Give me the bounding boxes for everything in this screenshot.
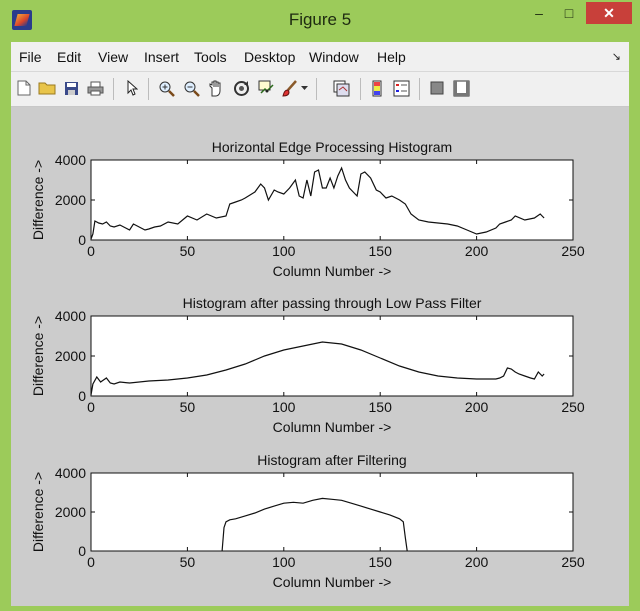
new-figure-icon[interactable] [15,79,33,97]
edit-plot-icon[interactable] [123,79,141,97]
toolbar-separator [419,78,420,100]
show-plot-tools-icon[interactable] [452,79,470,97]
figure-toolbar [11,72,629,107]
zoom-in-icon[interactable] [157,79,175,97]
y-axis-label: Difference -> [30,472,46,552]
menu-view[interactable]: View [98,49,129,65]
y-axis-label: Difference -> [30,316,46,396]
hide-plot-tools-icon[interactable] [428,79,446,97]
link-plot-icon[interactable] [332,79,350,97]
menu-insert[interactable]: Insert [144,49,180,65]
print-icon[interactable] [86,79,104,97]
plot-title: Histogram after Filtering [257,452,406,468]
plot-axes-box [90,472,574,552]
series-line [90,166,545,240]
menu-edit[interactable]: Edit [57,49,82,65]
save-icon[interactable] [62,79,80,97]
close-button[interactable]: ✕ [586,2,632,24]
toolbar-separator [316,78,317,100]
series-line [221,497,408,552]
menu-window[interactable]: Window [309,49,359,65]
series-line [90,341,545,396]
x-tick-label: 50 [180,243,196,259]
x-tick-label: 250 [561,554,585,570]
x-tick-label: 50 [180,554,196,570]
maximize-button[interactable]: □ [564,5,574,21]
menu-help[interactable]: Help [377,49,406,65]
menu-desktop[interactable]: Desktop [244,49,296,65]
x-tick-label: 250 [561,243,585,259]
menu-bar: File Edit View Insert Tools Desktop Wind… [11,42,629,72]
minimize-button[interactable]: – [535,5,543,21]
toolbar-separator [148,78,149,100]
plot-title: Histogram after passing through Low Pass… [183,295,482,311]
y-tick-label: 2000 [55,348,86,364]
rotate-3d-icon[interactable] [232,79,250,97]
y-tick-label: 4000 [55,308,86,324]
window-titlebar[interactable]: Figure 5 – □ ✕ [0,0,640,40]
x-tick-label: 150 [369,243,393,259]
menu-tools[interactable]: Tools [194,49,227,65]
y-tick-label: 0 [78,388,86,404]
zoom-out-icon[interactable] [182,79,200,97]
pan-icon[interactable] [207,79,225,97]
plot-axes-box [90,315,574,397]
y-tick-label: 4000 [55,152,86,168]
x-tick-label: 0 [87,554,95,570]
x-tick-label: 100 [272,554,296,570]
x-axis-label: Column Number -> [273,419,392,435]
open-file-icon[interactable] [38,79,56,97]
figure-canvas[interactable]: 0 50 100 150 200 250 0 2000 4000 Horizontal Edge … [11,107,629,606]
x-tick-label: 250 [561,399,585,415]
x-tick-label: 100 [272,243,296,259]
toolbar-separator [360,78,361,100]
y-tick-label: 2000 [55,504,86,520]
x-tick-label: 0 [87,243,95,259]
x-tick-label: 0 [87,399,95,415]
x-axis-label: Column Number -> [273,574,392,590]
x-tick-label: 150 [369,399,393,415]
y-tick-label: 0 [78,543,86,559]
insert-legend-icon[interactable] [392,79,410,97]
y-axis-label: Difference -> [30,160,46,240]
x-tick-label: 150 [369,554,393,570]
x-tick-label: 200 [465,399,489,415]
menu-file[interactable]: File [19,49,42,65]
x-tick-label: 200 [465,554,489,570]
brush-icon[interactable] [280,79,298,97]
brush-dropdown-icon[interactable] [299,79,309,97]
y-tick-label: 2000 [55,192,86,208]
y-tick-label: 4000 [55,465,86,481]
y-tick-label: 0 [78,232,86,248]
plot-axes-box [90,159,574,241]
insert-colorbar-icon[interactable] [368,79,386,97]
matlab-app-icon[interactable] [12,10,32,30]
toolbar-separator [113,78,114,100]
x-tick-label: 50 [180,399,196,415]
dock-arrow-icon[interactable]: ↘ [611,51,621,63]
window-title: Figure 5 [288,10,352,29]
data-cursor-icon[interactable] [257,79,275,97]
plot-title: Horizontal Edge Processing Histogram [212,139,452,155]
x-tick-label: 100 [272,399,296,415]
x-tick-label: 200 [465,243,489,259]
x-axis-label: Column Number -> [273,263,392,279]
